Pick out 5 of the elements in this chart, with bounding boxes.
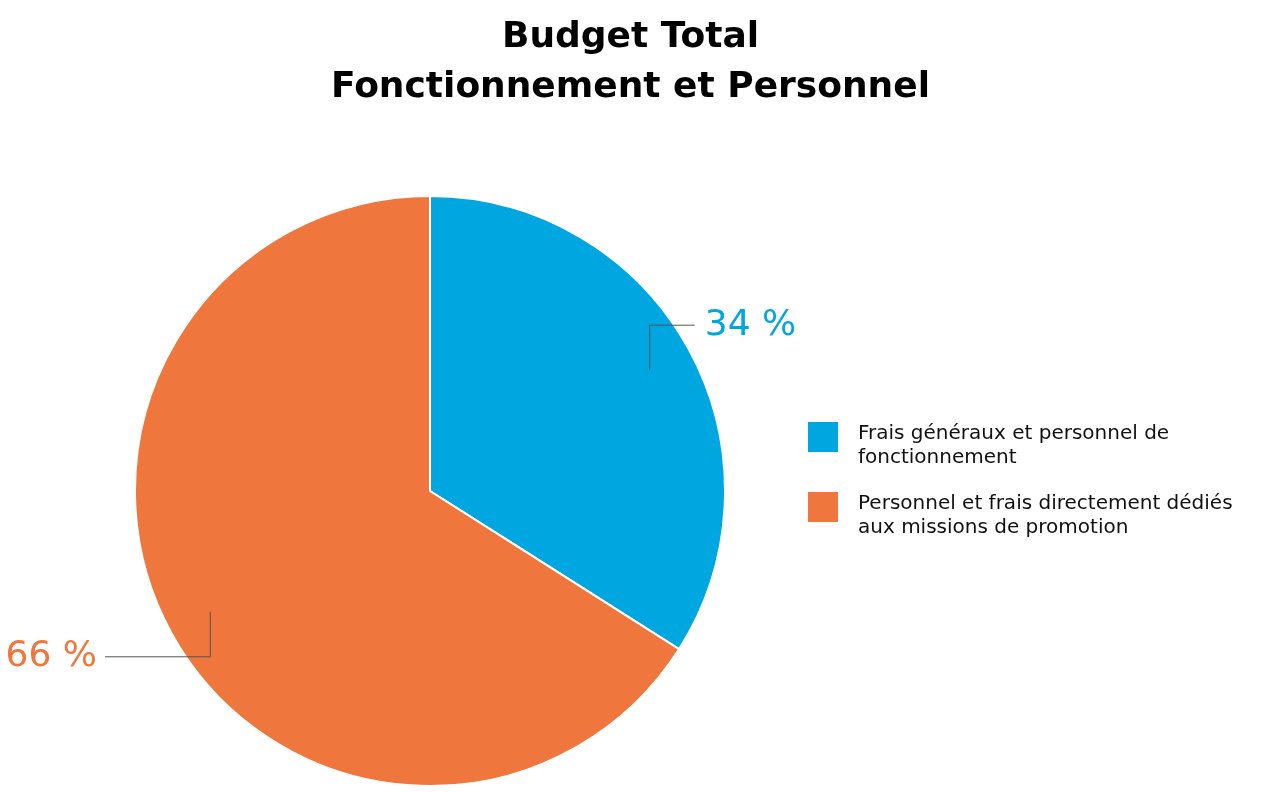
legend-label: Personnel et frais directement dédiés aux missions de promotion — [858, 490, 1234, 538]
legend-label: Frais généraux et personnel de fonctionnement — [858, 420, 1171, 468]
chart-title: Budget Total Fonctionnement et Personnel — [330, 13, 931, 107]
data-label: 34 % — [704, 301, 797, 343]
data-label: 66 % — [5, 633, 97, 675]
